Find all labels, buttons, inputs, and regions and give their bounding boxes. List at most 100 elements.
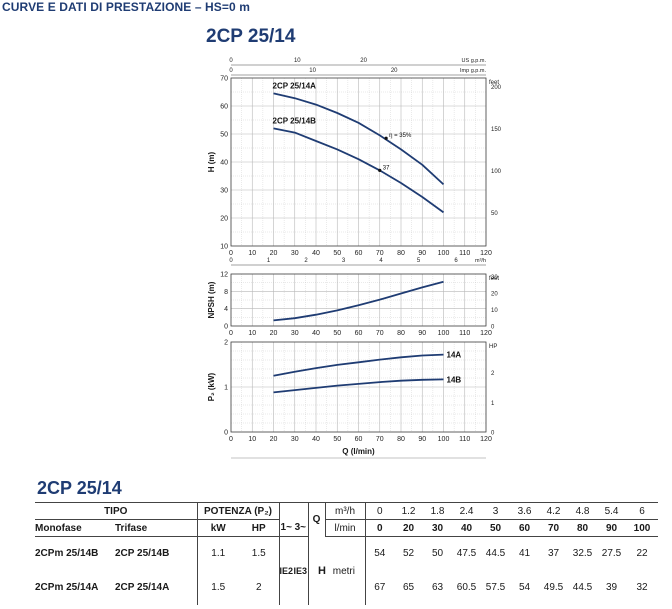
y-tick-label: 20 (220, 216, 228, 223)
x-tick-label: 100 (438, 436, 450, 443)
y-tick-label: 10 (220, 244, 228, 251)
top-tick-label: 0 (229, 258, 233, 264)
y-axis-label: NPSH (m) (207, 281, 216, 318)
cell-m3h-0: 0 (365, 502, 395, 520)
cell-lmin-6: 70 (539, 519, 569, 537)
y-tick-label: 2 (224, 340, 228, 347)
table-header-row-1: TIPO POTENZA (P₂) Q m³/h 0 1.2 1.8 2.4 3… (35, 502, 659, 537)
cell-h-0-8: 27.5 (601, 548, 622, 560)
x-tick-label: 110 (459, 436, 470, 443)
y-tick-label: 50 (220, 132, 228, 139)
series-line-14a (273, 353, 444, 377)
cell-h-1-6: 49.5 (543, 582, 564, 593)
cell-ie3: IE3 (293, 536, 309, 605)
cell-h-0-5: 41 (518, 548, 531, 560)
cell-h-0-4: 44.5 (485, 548, 506, 560)
y-tick-label: 0 (224, 430, 228, 437)
series-line-2cp-25-14a (273, 92, 445, 186)
top-tick-label: 10 (294, 58, 301, 64)
cell-lmin-8: 90 (597, 519, 627, 537)
x-tick-label: 20 (270, 436, 278, 443)
x-axis-label: Q (l/min) (342, 447, 375, 456)
x-tick-label: 20 (270, 250, 278, 257)
cell-tri-0: 2CP 25/14B (115, 536, 198, 571)
cell-m3h-2: 1.8 (423, 502, 453, 520)
x-tick-label: 110 (459, 250, 470, 257)
header-1phase: 1~ (279, 519, 294, 537)
top-axis-unit: m³/h (475, 258, 486, 264)
x-tick-label: 60 (355, 436, 363, 443)
cell-lmin-0: 0 (365, 519, 395, 537)
cell-tri-1: 2CP 25/14A (115, 570, 198, 605)
cell-lmin-3: 40 (452, 519, 482, 537)
cell-lmin-5: 60 (510, 519, 540, 537)
cell-lmin-9: 100 (626, 519, 659, 537)
x-tick-label: 70 (376, 436, 384, 443)
header-3phase: 3~ (293, 519, 309, 537)
cell-mono-0: 2CPm 25/14B (35, 548, 99, 560)
top-tick-label: 10 (309, 68, 316, 74)
series-line-14b (273, 378, 444, 394)
top-tick-label: 3 (342, 258, 346, 264)
right-tick-label: 150 (491, 127, 502, 133)
right-tick-label: 20 (491, 292, 498, 298)
top-tick-label: 2 (304, 258, 308, 264)
series-line-2cp-25-14b (273, 127, 445, 214)
x-tick-label: 10 (248, 250, 256, 257)
y-tick-label: 0 (224, 324, 228, 331)
y-tick-label: 60 (220, 104, 228, 111)
cell-kw-1: 1.5 (211, 582, 226, 593)
x-tick-label: 90 (418, 250, 426, 257)
x-tick-label: 20 (270, 330, 278, 337)
right-tick-label: 30 (491, 275, 498, 281)
efficiency-label: η = 35% (389, 133, 412, 139)
performance-charts: 0 10 20 30 40 50 60 70 80 90 100 110 120102030405060… (207, 58, 502, 459)
cell-h-1-0: 67 (374, 582, 386, 593)
cell-h-1-9: 32 (636, 582, 648, 593)
y-tick-label: 70 (220, 76, 228, 83)
cell-m3h-3: 2.4 (452, 502, 482, 520)
table-row-14a: 2CPm 25/14A 2CP 25/14A 1.5 2 67 65 63 60… (35, 570, 658, 605)
top-tick-label: 4 (379, 258, 383, 264)
cell-mono-1: 2CPm 25/14A (35, 582, 99, 593)
label-metri: metri (332, 565, 355, 577)
x-tick-label: 80 (397, 330, 405, 337)
cell-h-0-6: 37 (547, 548, 560, 560)
header-lmin: l/min (325, 519, 366, 537)
plot-frame (230, 341, 487, 433)
header-trifase: Trifase (115, 519, 198, 537)
header-m3h: m³/h (325, 502, 366, 520)
top-tick-label: 0 (229, 58, 233, 64)
right-axis-unit: feet (489, 80, 499, 86)
top-tick-label: 6 (454, 258, 458, 264)
x-tick-label: 100 (438, 330, 450, 337)
right-axis-unit: feet (489, 276, 499, 282)
right-tick-label: 10 (491, 308, 498, 314)
right-tick-label: 2 (491, 371, 495, 377)
cell-lmin-1: 20 (394, 519, 424, 537)
cell-h-0-1: 52 (402, 548, 415, 560)
x-tick-label: 100 (438, 250, 450, 257)
y-tick-label: 4 (224, 306, 228, 313)
efficiency-marker (384, 136, 388, 140)
top-axis-unit: US g.p.m. (462, 58, 487, 64)
cell-h-1-1: 65 (402, 582, 415, 593)
right-tick-label: 50 (491, 211, 498, 217)
x-tick-label: 60 (355, 250, 363, 257)
top-axis-unit: Imp g.p.m. (460, 68, 486, 74)
cell-h-metri: H metri (308, 536, 366, 605)
x-tick-label: 120 (480, 250, 492, 257)
cell-h-1-5: 54 (518, 582, 531, 593)
page-header: CURVE E DATI DI PRESTAZIONE – HS=0 m (2, 0, 250, 14)
cell-m3h-7: 4.8 (568, 502, 598, 520)
cell-m3h-5: 3.6 (510, 502, 540, 520)
header-tipo: TIPO (35, 502, 198, 520)
right-tick-label: 0 (491, 325, 495, 331)
cell-m3h-9: 6 (626, 502, 659, 520)
y-tick-label: 40 (220, 160, 228, 167)
cell-h-0-2: 50 (431, 548, 444, 560)
cell-kw-0: 1.1 (211, 548, 226, 560)
cell-m3h-8: 5.4 (597, 502, 627, 520)
label-h: H (318, 564, 326, 577)
x-tick-label: 0 (229, 436, 233, 443)
